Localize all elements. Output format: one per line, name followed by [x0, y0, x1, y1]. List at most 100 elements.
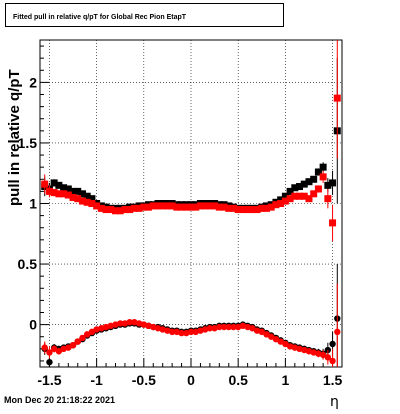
data-point — [291, 192, 299, 200]
data-point — [296, 183, 304, 191]
y-tick-label: 0.5 — [18, 256, 38, 272]
x-tick-label: 0.5 — [228, 372, 248, 388]
data-point — [46, 358, 53, 366]
data-point — [83, 331, 91, 338]
data-point — [88, 195, 96, 203]
y-tick-label: 1.5 — [18, 135, 38, 151]
data-point — [83, 192, 91, 200]
data-point — [310, 175, 318, 183]
datestamp: Mon Dec 20 21:18:22 2021 — [4, 395, 116, 405]
data-point — [121, 206, 129, 214]
data-point — [329, 357, 336, 365]
data-point — [116, 207, 124, 215]
data-point — [135, 204, 143, 212]
data-point — [281, 192, 289, 200]
data-point — [168, 328, 176, 336]
data-point — [168, 202, 176, 210]
data-point — [88, 200, 96, 207]
data-point — [319, 163, 327, 171]
data-point — [102, 206, 110, 214]
data-point — [55, 190, 63, 198]
data-point — [65, 344, 72, 351]
data-point — [140, 203, 148, 211]
data-point — [272, 335, 280, 343]
data-point — [248, 206, 256, 214]
data-point — [112, 207, 119, 215]
x-tick-label: -1 — [90, 372, 103, 388]
data-point — [149, 202, 157, 210]
data-point — [163, 202, 171, 210]
data-point — [305, 195, 313, 203]
data-point — [50, 189, 58, 197]
data-point — [187, 328, 195, 336]
data-point — [267, 203, 275, 211]
data-point — [117, 320, 124, 327]
data-point — [178, 329, 185, 337]
data-point — [239, 206, 247, 214]
data-point — [305, 178, 313, 186]
data-point — [126, 206, 134, 214]
data-point — [145, 203, 153, 211]
data-point — [281, 197, 289, 205]
data-point — [324, 181, 332, 189]
data-point — [310, 190, 318, 198]
data-point — [64, 191, 72, 199]
data-point — [263, 204, 270, 212]
data-point — [50, 345, 58, 353]
data-point — [296, 192, 304, 200]
title-box: Fitted pull in relative q/pT for Global … — [5, 3, 284, 27]
data-point — [74, 195, 82, 203]
y-axis-label: pull in relative q/pT — [6, 69, 23, 206]
data-point — [329, 179, 337, 187]
data-point — [286, 195, 294, 203]
data-point — [192, 203, 200, 211]
data-point — [329, 340, 336, 348]
data-point — [324, 354, 332, 361]
data-point — [60, 184, 68, 192]
chart-title: Fitted pull in relative q/pT for Global … — [13, 14, 187, 21]
data-point — [55, 181, 63, 189]
data-point — [93, 202, 101, 210]
data-point — [314, 185, 322, 193]
data-point — [277, 200, 285, 207]
data-point — [130, 204, 138, 212]
data-point — [258, 328, 265, 336]
data-point — [41, 180, 49, 188]
data-point — [69, 187, 77, 195]
data-point — [215, 203, 223, 211]
data-point — [79, 334, 86, 342]
y-tick-label: 1 — [29, 196, 37, 212]
data-point — [258, 204, 266, 212]
data-point — [234, 206, 242, 214]
data-point — [178, 203, 186, 211]
data-point — [319, 173, 327, 181]
data-point — [74, 338, 81, 345]
data-point — [333, 94, 341, 102]
data-point — [69, 342, 77, 349]
data-point — [225, 204, 233, 212]
data-point — [282, 340, 289, 348]
data-point — [314, 168, 322, 176]
data-point — [88, 328, 96, 336]
data-point — [286, 187, 294, 195]
data-point — [83, 198, 91, 206]
data-point — [78, 190, 86, 198]
data-point — [50, 179, 58, 187]
data-point — [60, 190, 68, 198]
data-point — [69, 193, 77, 201]
data-point — [154, 202, 162, 210]
data-point — [41, 344, 48, 351]
data-point — [216, 323, 223, 331]
data-point — [277, 338, 284, 345]
data-point — [249, 325, 256, 332]
data-point — [126, 318, 133, 326]
data-point — [263, 331, 270, 338]
data-point — [196, 202, 204, 210]
data-point — [46, 349, 53, 356]
data-point — [64, 185, 72, 193]
data-point — [319, 351, 327, 359]
data-point — [45, 187, 53, 195]
data-point — [225, 323, 232, 331]
